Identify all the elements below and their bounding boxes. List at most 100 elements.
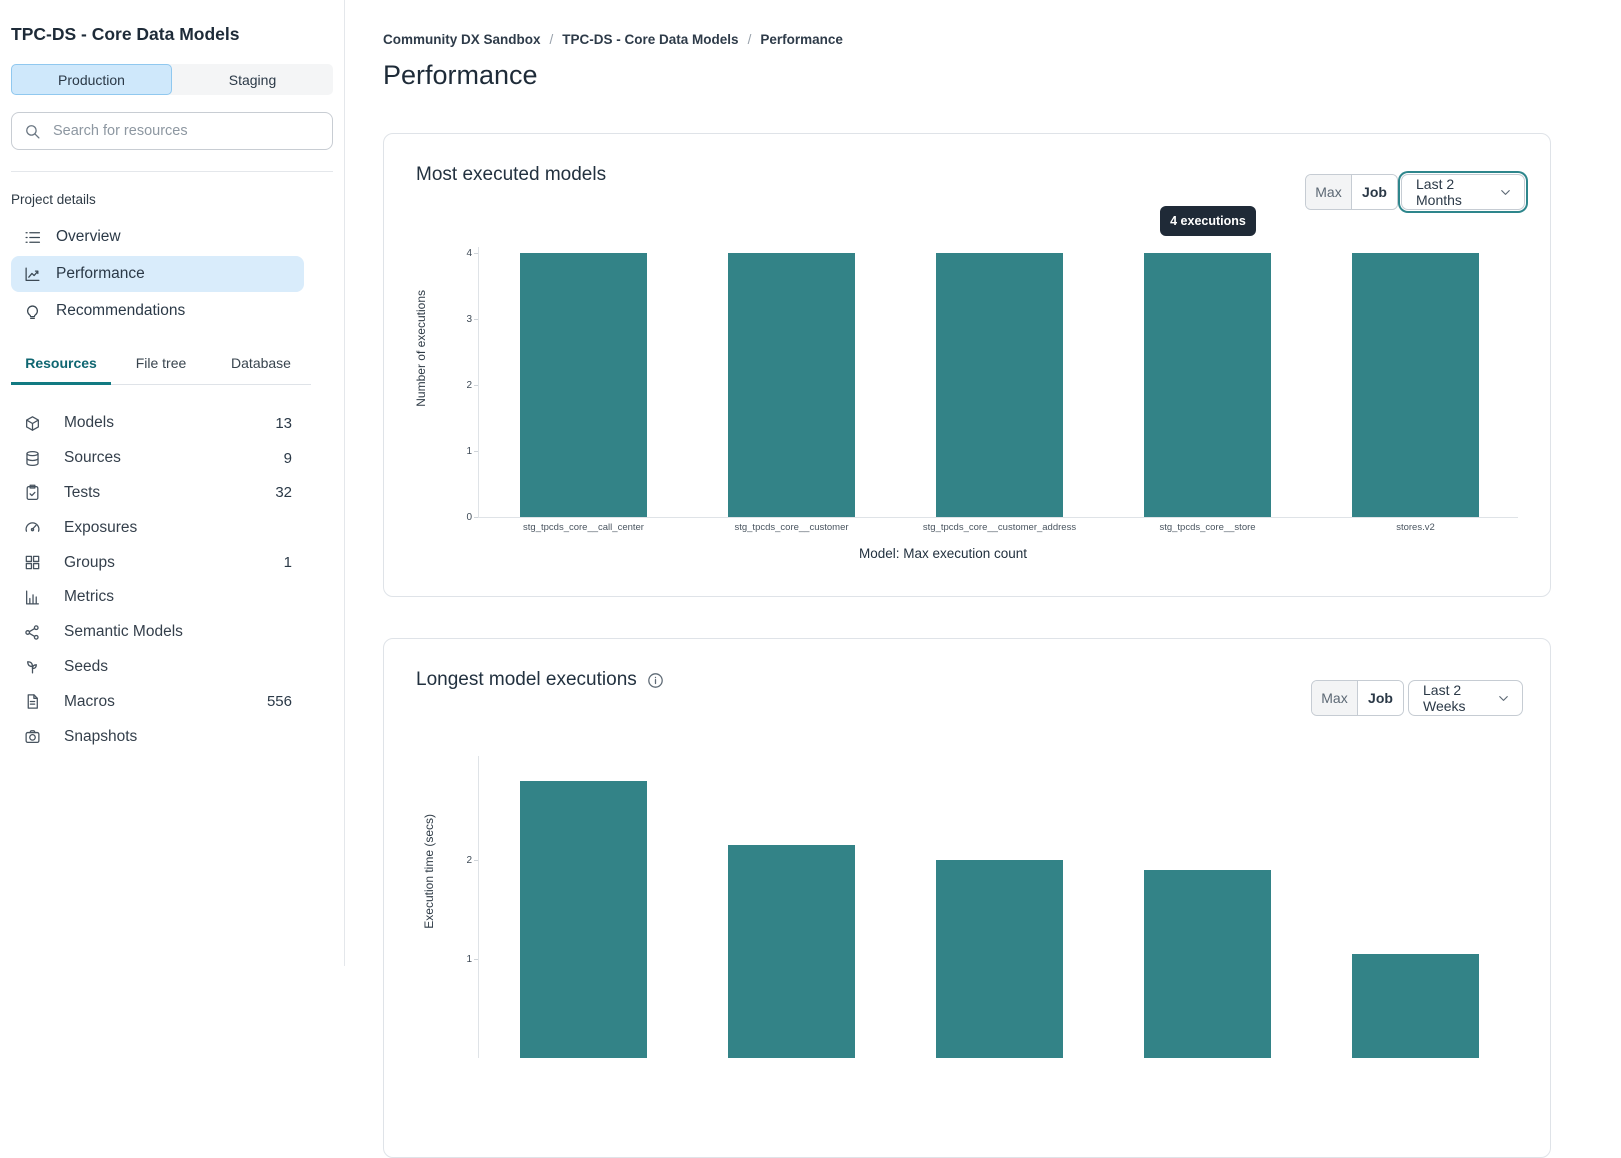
project-details-label: Project details (11, 192, 96, 207)
y-axis-title: Number of executions (414, 290, 428, 407)
grid-icon (24, 554, 41, 571)
camera-icon (24, 728, 41, 745)
bar-2[interactable] (728, 845, 855, 1058)
category-label: stg_tpcds_core__customer (734, 522, 849, 533)
card-title: Longest model executions (416, 669, 664, 691)
card-title: Most executed models (416, 164, 607, 185)
resource-label: Sources (64, 449, 121, 467)
y-tick-mark (474, 451, 478, 452)
y-tick-label: 2 (466, 380, 472, 391)
resource-count: 556 (266, 693, 292, 711)
resource-row-exposures[interactable]: Exposures (0, 510, 344, 545)
y-tick-label: 0 (466, 512, 472, 523)
env-button-staging[interactable]: Staging (228, 71, 277, 88)
resource-row-groups[interactable]: Groups 1 (0, 545, 344, 580)
bar-5[interactable] (1352, 954, 1479, 1058)
chevron-down-icon (1496, 691, 1511, 706)
most-executed-models-card: Most executed models Max Job Last 2 Month… (383, 133, 1551, 597)
tab-resources[interactable]: Resources (11, 355, 111, 385)
most-executed-models-chart: 0 1 2 3 4 stg_tpcds_core__call_center stg_tpcd… (384, 134, 1550, 596)
breadcrumb-link[interactable]: Community DX Sandbox (383, 32, 541, 47)
y-axis-title: Execution time (secs) (422, 814, 436, 929)
resource-count: 32 (275, 484, 292, 502)
resource-count: 9 (283, 449, 292, 467)
y-tick-label: 1 (466, 446, 472, 457)
breadcrumb-separator: / (747, 32, 752, 47)
breadcrumb: Community DX Sandbox / TPC-DS - Core Data … (383, 32, 1621, 47)
tab-file-tree[interactable]: File tree (135, 355, 187, 371)
chart-tooltip: 4 executions (1160, 206, 1256, 236)
resource-label: Snapshots (64, 727, 138, 745)
resource-count: 13 (275, 414, 292, 432)
resource-row-macros[interactable]: Macros 556 (0, 684, 344, 719)
bar-stg-tpcds-core-customer-address[interactable] (936, 253, 1063, 517)
y-axis-line (478, 756, 479, 1058)
sidebar-item-recommendations[interactable]: Recommendations (11, 293, 304, 329)
clipboard-check-icon (24, 484, 41, 501)
resource-label: Semantic Models (64, 623, 183, 641)
y-tick-label: 3 (466, 314, 472, 325)
y-tick-mark (474, 959, 478, 960)
resource-row-snapshots[interactable]: Snapshots (0, 719, 344, 754)
category-label: stg_tpcds_core__customer_address (922, 522, 1077, 533)
search-icon (24, 123, 41, 140)
sidebar-item-performance[interactable]: Performance (11, 256, 304, 292)
max-segment-button[interactable]: Max (1312, 681, 1357, 715)
graph-icon (24, 624, 41, 641)
resource-row-sources[interactable]: Sources 9 (0, 441, 344, 476)
sidebar-divider (11, 171, 333, 172)
chevron-down-icon (1498, 185, 1513, 200)
resource-label: Seeds (64, 657, 108, 675)
category-label: stg_tpcds_core__store (1159, 522, 1256, 533)
info-icon[interactable] (647, 672, 664, 689)
bar-chart-icon (24, 589, 41, 606)
max-job-toggle: Max Job (1311, 680, 1404, 716)
y-tick-label: 1 (466, 954, 472, 965)
resource-row-semantic-models[interactable]: Semantic Models (0, 615, 344, 650)
breadcrumb-link[interactable]: TPC-DS - Core Data Models (562, 32, 739, 47)
y-tick-mark (474, 860, 478, 861)
resource-row-seeds[interactable]: Seeds (0, 650, 344, 685)
project-title: TPC-DS - Core Data Models (11, 24, 240, 44)
tab-database[interactable]: Database (231, 355, 291, 371)
main-content: Community DX Sandbox / TPC-DS - Core Data … (345, 0, 1621, 1158)
bar-stg-tpcds-core-customer[interactable] (728, 253, 855, 517)
search-box[interactable] (11, 112, 333, 150)
y-tick-label: 4 (466, 248, 472, 259)
sidebar-item-overview[interactable]: Overview (11, 219, 304, 255)
category-label: stg_tpcds_core__call_center (523, 522, 644, 533)
bar-stg-tpcds-core-call-center[interactable] (520, 253, 647, 517)
resource-count: 1 (283, 554, 292, 572)
job-segment-button[interactable]: Job (1351, 175, 1397, 209)
time-range-dropdown[interactable]: Last 2 Weeks (1408, 680, 1523, 716)
resource-row-models[interactable]: Models 13 (0, 406, 344, 441)
resource-row-tests[interactable]: Tests 32 (0, 476, 344, 511)
y-tick-mark (474, 253, 478, 254)
max-segment-button[interactable]: Max (1306, 175, 1351, 209)
x-axis-title: Model: Max execution count (858, 546, 1028, 561)
breadcrumb-current: Performance (760, 32, 843, 47)
env-button-production[interactable]: Production (11, 64, 172, 95)
bar-1[interactable] (520, 780, 647, 1058)
resource-row-metrics[interactable]: Metrics (0, 580, 344, 615)
page-title: Performance (383, 60, 538, 90)
project-nav: Overview Performance Recommendations (0, 219, 344, 329)
search-input[interactable] (51, 122, 320, 140)
bar-stores-v2[interactable] (1352, 253, 1479, 517)
database-icon (24, 450, 41, 467)
time-range-dropdown[interactable]: Last 2 Months (1401, 174, 1525, 210)
y-tick-mark (474, 385, 478, 386)
longest-model-executions-chart: 1 2 Execution time (secs) (384, 639, 1550, 1157)
job-segment-button[interactable]: Job (1357, 681, 1403, 715)
resource-label: Tests (64, 483, 101, 501)
file-icon (24, 693, 41, 710)
bar-3[interactable] (936, 860, 1063, 1058)
resource-label: Exposures (64, 518, 138, 536)
longest-model-executions-card: Longest model executions Max Job Last 2 W… (383, 638, 1551, 1158)
category-label: stores.v2 (1396, 522, 1435, 533)
y-tick-mark (474, 517, 478, 518)
bar-4[interactable] (1144, 869, 1271, 1058)
lightbulb-icon (24, 303, 41, 320)
bar-stg-tpcds-core-store[interactable] (1144, 253, 1271, 517)
